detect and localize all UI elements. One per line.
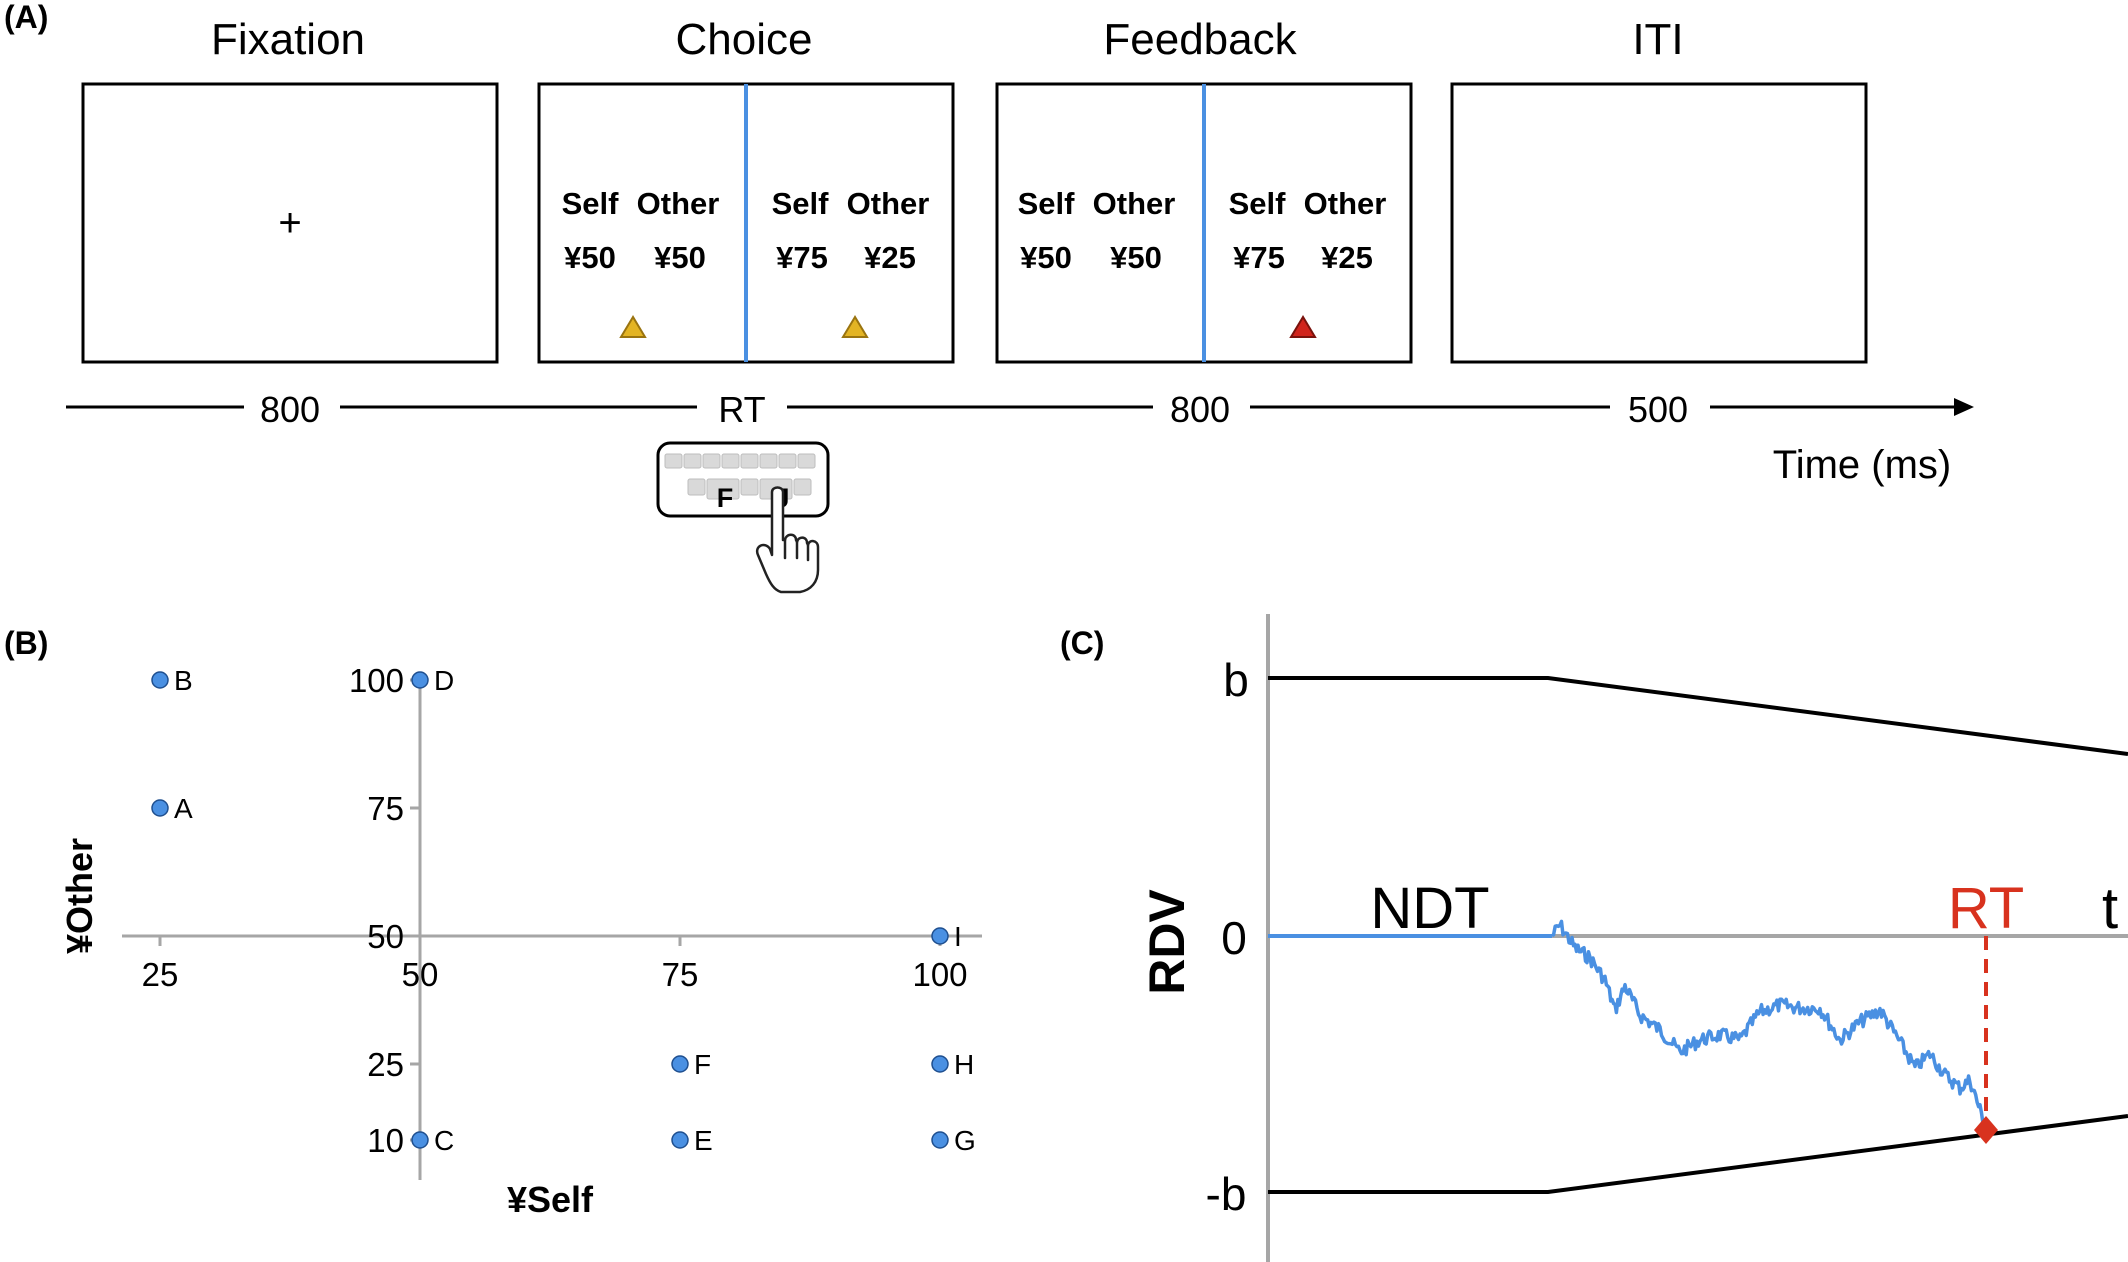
point-label: C [434,1125,454,1156]
time-axis-label: Time (ms) [1773,443,1951,487]
x-tick-label: 50 [402,956,439,993]
point-label: H [954,1049,974,1080]
scatter-point [151,799,169,817]
point-label: B [174,665,193,696]
panel-a: (A) Fixation Choice Feedback ITI + Self … [4,0,1974,594]
feedback-left-other-value: ¥50 [1110,240,1162,275]
panel-b-points: A B C D E F G H I [151,665,976,1156]
scatter-point [671,1055,689,1073]
choice-right-marker [841,315,869,338]
point-label: I [954,921,962,952]
key-f-label: F [717,483,734,513]
y-label-neg-b: -b [1206,1168,1247,1220]
t-label: t [2102,876,2118,941]
point-label: F [694,1049,711,1080]
feedback-left-self-value: ¥50 [1020,240,1072,275]
scatter-point [931,1055,949,1073]
panel-c-y-label: RDV [1139,889,1195,995]
panel-b-ticks: 25 50 75 100 10 25 50 75 100 [142,662,968,1159]
scatter-point [411,671,429,689]
y-tick-label: 25 [367,1046,404,1083]
scatter-point [151,671,169,689]
point-label: D [434,665,454,696]
choice-right-self-header: Self [772,186,830,221]
feedback-left-self-header: Self [1018,186,1076,221]
panel-c: (C) RDV b 0 -b NDT RT t [1060,614,2128,1262]
ndt-label: NDT [1370,876,1489,941]
scatter-point [411,1131,429,1149]
feedback-right-other-header: Other [1304,186,1387,221]
stage-title-feedback: Feedback [1103,15,1297,64]
scatter-point [931,1131,949,1149]
screen-fixation [81,82,499,364]
feedback-chosen-marker [1289,315,1317,338]
panel-b-label: (B) [4,625,48,661]
fixation-cross: + [278,201,301,245]
y-label-b: b [1223,654,1249,706]
x-tick-label: 25 [142,956,179,993]
panel-c-label: (C) [1060,625,1104,661]
stage-title-iti: ITI [1632,15,1683,64]
feedback-right-other-value: ¥25 [1321,240,1373,275]
duration-iti: 500 [1628,389,1688,430]
feedback-right-self-value: ¥75 [1233,240,1285,275]
panel-b-x-label: ¥Self [507,1179,594,1220]
panel-a-label: (A) [4,0,48,35]
panel-b-y-label: ¥Other [59,838,100,954]
x-tick-label: 100 [912,956,967,993]
choice-left-marker [619,315,647,338]
rt-label: RT [1948,876,2024,941]
y-tick-label: 100 [349,662,404,699]
choice-left-self-header: Self [562,186,620,221]
y-tick-label: 75 [367,790,404,827]
point-label: E [694,1125,713,1156]
feedback-left-other-header: Other [1093,186,1176,221]
lower-boundary [1268,1114,2128,1194]
keyboard-icon: F J [656,441,830,518]
rt-marker [1974,1116,1998,1144]
choice-left-self-value: ¥50 [564,240,616,275]
panel-b: (B) 25 50 75 100 10 25 50 75 100 A B C D E F G H I ¥Self… [4,625,982,1220]
feedback-right-self-header: Self [1229,186,1287,221]
scatter-point [931,927,949,945]
stage-title-choice: Choice [676,15,813,64]
y-tick-label: 50 [367,918,404,955]
duration-fixation: 800 [260,389,320,430]
diffusion-path [1550,919,1988,1130]
y-tick-label: 10 [367,1122,404,1159]
pointing-hand-icon [755,486,820,594]
upper-boundary [1268,676,2128,756]
choice-left-other-header: Other [637,186,720,221]
x-tick-label: 75 [662,956,699,993]
duration-feedback: 800 [1170,389,1230,430]
y-label-zero: 0 [1221,912,1247,964]
point-label: A [174,793,193,824]
duration-choice: RT [718,389,765,430]
point-label: G [954,1125,976,1156]
stage-title-fixation: Fixation [211,15,365,64]
scatter-point [671,1131,689,1149]
choice-right-self-value: ¥75 [776,240,828,275]
timeline-arrowhead [1954,398,1974,416]
screen-iti [1450,82,1868,364]
choice-left-other-value: ¥50 [654,240,706,275]
choice-right-other-header: Other [847,186,930,221]
choice-right-other-value: ¥25 [864,240,916,275]
